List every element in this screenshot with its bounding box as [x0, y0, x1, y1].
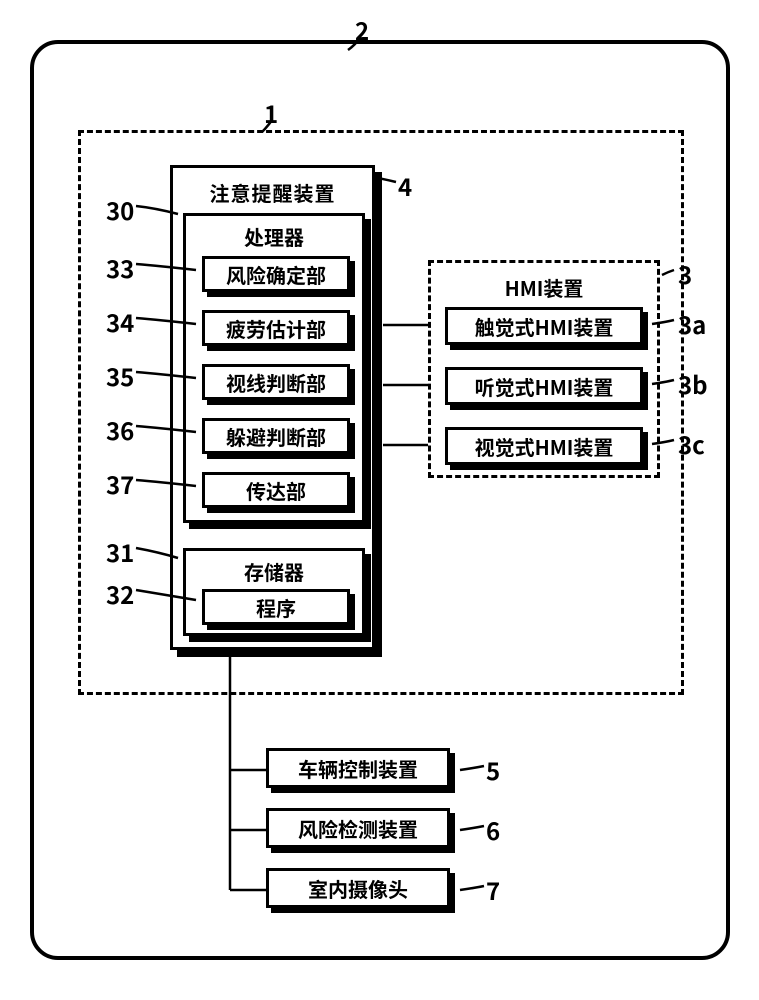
label-2: 2 — [355, 12, 369, 47]
proc-item-risk: 风险确定部 — [202, 256, 350, 292]
memory-program: 程序 — [202, 589, 350, 625]
camera-box: 室内摄像头 — [266, 868, 450, 908]
label-3c: 3c — [678, 426, 705, 461]
device-title: 注意提醒装置 — [173, 178, 372, 207]
label-33: 33 — [106, 250, 134, 285]
label-7: 7 — [486, 872, 500, 907]
label-36: 36 — [106, 412, 134, 447]
hmi-visual: 视觉式HMI装置 — [445, 427, 643, 465]
label-6: 6 — [486, 812, 500, 847]
hmi-box: HMI装置 触觉式HMI装置 听觉式HMI装置 视觉式HMI装置 — [428, 260, 660, 478]
processor-title: 处理器 — [186, 222, 362, 251]
label-5: 5 — [486, 752, 500, 787]
label-32: 32 — [106, 576, 134, 611]
hmi-audio: 听觉式HMI装置 — [445, 367, 643, 405]
label-34: 34 — [106, 304, 134, 339]
label-3a: 3a — [678, 306, 706, 341]
label-4: 4 — [398, 168, 412, 203]
vehicle-control-box: 车辆控制装置 — [266, 748, 450, 788]
label-3: 3 — [678, 256, 692, 291]
hmi-touch: 触觉式HMI装置 — [445, 307, 643, 345]
processor-box: 处理器 风险确定部 疲劳估计部 视线判断部 躲避判断部 传达部 — [183, 213, 365, 523]
label-31: 31 — [106, 534, 134, 569]
label-1: 1 — [264, 95, 278, 130]
hmi-title: HMI装置 — [431, 273, 657, 302]
risk-detect-box: 风险检测装置 — [266, 808, 450, 848]
proc-item-avoid: 躲避判断部 — [202, 418, 350, 454]
memory-box: 存储器 程序 — [183, 548, 365, 636]
label-3b: 3b — [678, 366, 708, 401]
label-35: 35 — [106, 358, 134, 393]
label-30: 30 — [106, 192, 134, 227]
device-box: 注意提醒装置 处理器 风险确定部 疲劳估计部 视线判断部 躲避判断部 传达部 存… — [170, 165, 375, 650]
proc-item-convey: 传达部 — [202, 472, 350, 508]
memory-title: 存储器 — [186, 557, 362, 586]
proc-item-fatigue: 疲劳估计部 — [202, 310, 350, 346]
label-37: 37 — [106, 466, 134, 501]
proc-item-gaze: 视线判断部 — [202, 364, 350, 400]
